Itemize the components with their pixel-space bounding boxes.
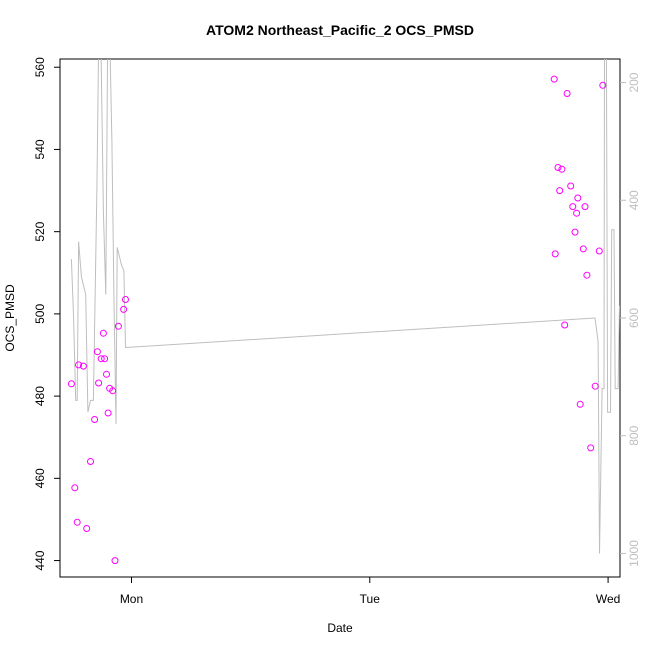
y-tick-label: 460 bbox=[33, 468, 47, 488]
altitude-line-layer bbox=[70, 59, 620, 554]
data-point bbox=[581, 203, 589, 211]
y-tick-label: 520 bbox=[33, 221, 47, 241]
data-point bbox=[120, 305, 128, 313]
y-tick-label: 440 bbox=[33, 550, 47, 570]
data-point bbox=[550, 75, 558, 83]
y-tick-label: 540 bbox=[33, 139, 47, 159]
data-point bbox=[551, 250, 559, 258]
axes-layer: 440 460 480 500 520 540 560 Mon Tue Wed 200 400 600 8… bbox=[33, 57, 641, 606]
right-tick-label: 400 bbox=[627, 190, 641, 210]
data-point bbox=[97, 355, 105, 363]
data-point bbox=[561, 321, 569, 329]
data-point bbox=[591, 382, 599, 390]
right-tick-label: 200 bbox=[627, 72, 641, 92]
x-tick-label: Mon bbox=[120, 592, 143, 606]
data-point bbox=[569, 203, 577, 211]
y-axis-title: OCS_PMSD bbox=[3, 284, 17, 352]
data-point bbox=[579, 245, 587, 253]
data-point bbox=[599, 81, 607, 89]
data-point bbox=[567, 182, 575, 190]
data-point bbox=[111, 557, 119, 565]
data-point bbox=[103, 370, 110, 378]
data-point bbox=[67, 380, 75, 388]
data-point bbox=[71, 484, 79, 492]
data-point bbox=[574, 194, 582, 202]
data-point bbox=[563, 90, 571, 97]
data-point bbox=[122, 296, 129, 303]
data-point bbox=[99, 329, 107, 337]
data-point bbox=[83, 525, 91, 532]
data-point bbox=[87, 458, 94, 465]
data-point bbox=[91, 416, 99, 423]
data-point bbox=[73, 518, 81, 526]
data-point bbox=[104, 409, 112, 417]
data-point bbox=[583, 271, 591, 279]
right-tick-label: 800 bbox=[627, 425, 641, 445]
right-tick-label: 600 bbox=[627, 308, 641, 328]
y-tick-label: 480 bbox=[33, 386, 47, 406]
data-point bbox=[101, 355, 109, 363]
points-layer bbox=[67, 75, 607, 565]
data-point bbox=[109, 387, 117, 395]
data-point bbox=[95, 379, 103, 387]
data-point bbox=[79, 362, 87, 370]
y-tick-label: 500 bbox=[33, 304, 47, 324]
x-axis-title: Date bbox=[327, 621, 353, 635]
chart-title: ATOM2 Northeast_Pacific_2 OCS_PMSD bbox=[206, 22, 474, 38]
data-point bbox=[571, 228, 579, 236]
data-point bbox=[558, 165, 566, 173]
data-point bbox=[587, 444, 595, 452]
x-tick-label: Wed bbox=[596, 592, 620, 606]
data-point bbox=[114, 322, 122, 330]
data-point bbox=[576, 400, 584, 408]
altitude-line bbox=[70, 59, 620, 554]
data-point bbox=[554, 164, 562, 171]
data-point bbox=[573, 209, 581, 217]
x-tick-label: Tue bbox=[360, 592, 381, 606]
data-point bbox=[75, 361, 83, 369]
data-point bbox=[595, 247, 603, 255]
data-point bbox=[556, 187, 564, 195]
y-tick-label: 560 bbox=[33, 57, 47, 77]
data-point bbox=[93, 348, 101, 356]
right-tick-label: 1000 bbox=[627, 540, 641, 567]
